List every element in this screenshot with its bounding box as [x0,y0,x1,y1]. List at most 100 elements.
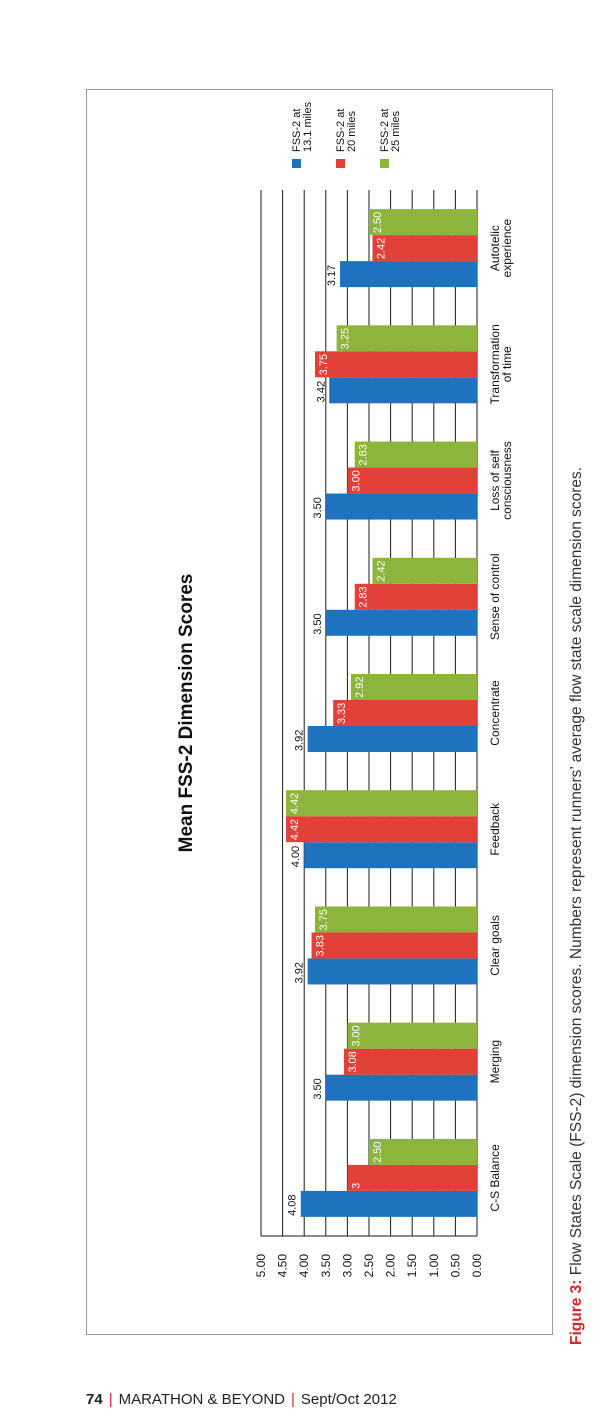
y-tick-label: 0.00 [470,1254,484,1278]
data-label: 3.50 [312,613,324,634]
figure-caption: Figure 3: Flow States Scale (FSS-2) dime… [564,245,590,1345]
bar [286,816,477,843]
category-label: Clear goals [488,915,502,976]
data-label: 2.83 [358,586,370,607]
bar [347,467,477,494]
category-label-line: Autotelic [488,225,502,271]
bar [333,700,477,726]
legend-label-line: 25 miles [390,111,402,152]
bar [325,609,477,636]
data-label: 3.83 [315,935,327,956]
category-label-line: Transformation [488,324,502,404]
legend-label: FSS-2 at20 miles [335,109,358,152]
y-tick-label: 3.00 [340,1254,354,1278]
bar [340,261,477,288]
bar [347,1022,477,1049]
publication-name: MARATHON & BEYOND [118,1391,285,1408]
category-label: Loss of selfconsciousness [488,441,514,520]
bar [307,726,477,752]
category-label-line: C-S Balance [488,1144,502,1212]
data-label: 3 [350,1183,362,1189]
footer-separator: | [108,1391,113,1408]
page-footer: 74 | MARATHON & BEYOND | Sept/Oct 2012 [86,1391,397,1408]
bar [369,1138,477,1165]
data-label: 2.92 [354,677,366,698]
data-label: 4.00 [290,846,302,867]
caption-text: Flow States Scale (FSS-2) dimension scor… [568,466,585,1280]
category-label-line: of time [500,346,514,382]
bar [307,958,477,985]
bar [350,674,477,700]
y-axis-ticks: 0.00 0.50 1.00 1.50 2.00 2.50 3.00 3.50 4.00 4.50… [254,1254,484,1278]
bar [354,441,477,468]
data-label: 3.42 [315,381,327,402]
data-label: 4.08 [287,1194,299,1215]
data-label: 2.42 [375,238,387,259]
data-label: 2.83 [358,444,370,465]
legend-label-line: 13.1 miles [302,101,314,152]
data-label: 3.17 [326,265,338,286]
category-label: Autotelicexperience [488,218,514,277]
bar [336,325,477,352]
data-label: 3.33 [336,703,348,724]
category-label-line: Clear goals [488,915,502,976]
category-label-line: Loss of self [488,450,502,511]
bar [304,842,477,869]
bars [286,209,477,1217]
data-label: 3.25 [340,328,352,349]
y-tick-label: 5.00 [254,1254,268,1278]
legend-label-line: FSS-2 at [335,109,347,152]
data-label: 3.50 [312,1078,324,1099]
legend: FSS-2 at13.1 miles FSS-2 at20 miles FSS-2 … [291,101,402,168]
bar [300,1190,477,1217]
category-label-line: experience [500,218,514,277]
data-label: 2.50 [372,1141,384,1162]
legend-swatch [336,159,345,168]
y-tick-label: 4.50 [276,1254,290,1278]
category-labels: C-S Balance Merging Clear goals Feedback Con… [488,218,514,1211]
y-tick-label: 4.00 [297,1254,311,1278]
data-label: 3.50 [312,497,324,518]
category-label-line: Merging [488,1040,502,1083]
page-number: 74 [86,1391,103,1408]
category-label: Merging [488,1040,502,1083]
y-tick-label: 2.50 [362,1254,376,1278]
y-tick-label: 3.50 [319,1254,333,1278]
data-label: 3.00 [350,470,362,491]
bar [325,1074,477,1101]
data-label: 3.75 [318,354,330,375]
footer-separator: | [291,1391,295,1408]
legend-label: FSS-2 at13.1 miles [291,101,314,152]
y-tick-label: 1.50 [405,1254,419,1278]
data-labels: 4.08 3 2.50 3.50 3.08 3.00 3.92 3.83 3.75 4.00 4.4… [287,212,388,1216]
bar [347,1164,477,1191]
data-label: 3.92 [294,962,306,983]
bar [311,932,477,959]
legend-swatch [292,159,301,168]
bar [329,377,477,404]
bar [372,557,477,584]
issue-date: Sept/Oct 2012 [300,1391,397,1408]
caption-label: Figure 3: [568,1279,585,1345]
bar [325,493,477,520]
chart-frame: Mean FSS-2 Dimension Scores 0.00 0.50 1.00… [86,89,553,1335]
data-label: 2.50 [372,212,384,233]
data-label: 4.42 [289,819,301,840]
chart-title: Mean FSS-2 Dimension Scores [176,574,197,853]
bar [286,790,477,817]
legend-label: FSS-2 at25 miles [379,109,402,152]
category-label: Transformationof time [488,324,514,404]
y-tick-label: 2.00 [384,1254,398,1278]
bar-chart: Mean FSS-2 Dimension Scores 0.00 0.50 1.00… [176,101,514,1278]
y-tick-label: 0.50 [448,1254,462,1278]
y-tick-label: 1.00 [427,1254,441,1278]
bar [315,906,477,933]
category-label-line: consciousness [500,441,514,520]
legend-label-line: FSS-2 at [291,109,303,152]
category-label-line: Feedback [488,802,502,856]
bar [343,1048,477,1075]
category-label: C-S Balance [488,1144,502,1212]
legend-label-line: FSS-2 at [379,109,391,152]
data-label: 3.08 [347,1051,359,1072]
legend-swatch [380,159,389,168]
